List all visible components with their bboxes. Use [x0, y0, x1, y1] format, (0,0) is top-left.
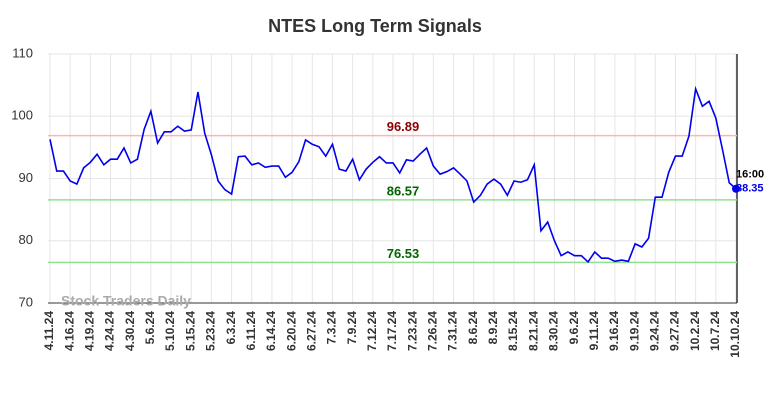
x-tick-label: 8.21.24 — [526, 311, 540, 351]
x-tick-label: 10.10.24 — [728, 311, 742, 358]
y-tick-label: 90 — [19, 170, 33, 185]
x-tick-label: 9.24.24 — [647, 311, 661, 351]
signal-label: 76.53 — [387, 246, 420, 261]
x-tick-label: 9.11.24 — [587, 311, 601, 351]
x-tick-label: 8.30.24 — [547, 311, 561, 351]
x-tick-label: 7.26.24 — [426, 311, 440, 351]
x-tick-label: 8.6.24 — [466, 311, 480, 345]
x-tick-label: 4.24.24 — [103, 311, 117, 351]
last-value: 88.35 — [736, 183, 764, 195]
x-tick-label: 6.14.24 — [264, 311, 278, 351]
y-tick-label: 80 — [19, 232, 33, 247]
signal-label: 86.57 — [387, 183, 420, 198]
x-tick-label: 9.19.24 — [627, 311, 641, 351]
y-tick-label: 70 — [19, 294, 33, 309]
last-time: 16:00 — [736, 169, 764, 181]
chart-title: NTES Long Term Signals — [268, 16, 482, 36]
x-tick-label: 6.20.24 — [284, 311, 298, 351]
x-tick-label: 7.17.24 — [385, 311, 399, 351]
x-tick-label: 7.3.24 — [325, 311, 339, 345]
x-tick-label: 6.11.24 — [244, 311, 258, 351]
x-tick-label: 8.9.24 — [486, 311, 500, 345]
x-tick-label: 6.3.24 — [224, 311, 238, 345]
x-tick-label: 5.23.24 — [204, 311, 218, 351]
x-tick-label: 7.23.24 — [405, 311, 419, 351]
x-tick-label: 7.12.24 — [365, 311, 379, 351]
y-tick-label: 110 — [12, 45, 33, 60]
x-tick-label: 4.16.24 — [62, 311, 76, 351]
signal-label: 96.89 — [387, 119, 420, 134]
x-tick-label: 9.27.24 — [668, 311, 682, 351]
x-tick-label: 10.2.24 — [688, 311, 702, 351]
y-tick-label: 100 — [11, 108, 33, 123]
x-tick-label: 6.27.24 — [304, 311, 318, 351]
x-tick-label: 4.30.24 — [123, 311, 137, 351]
x-tick-label: 4.11.24 — [42, 311, 56, 351]
x-tick-label: 5.10.24 — [163, 311, 177, 351]
x-tick-label: 9.6.24 — [567, 311, 581, 345]
x-tick-label: 9.16.24 — [607, 311, 621, 351]
x-tick-label: 8.15.24 — [506, 311, 520, 351]
x-tick-label: 5.15.24 — [183, 311, 197, 351]
x-tick-label: 10.7.24 — [708, 311, 722, 351]
x-tick-label: 7.9.24 — [345, 311, 359, 345]
watermark: Stock Traders Daily — [61, 293, 191, 309]
x-tick-label: 5.6.24 — [143, 311, 157, 345]
x-tick-label: 7.31.24 — [446, 311, 460, 351]
last-point — [732, 184, 740, 193]
x-tick-label: 4.19.24 — [83, 311, 97, 351]
price-line — [49, 85, 737, 264]
